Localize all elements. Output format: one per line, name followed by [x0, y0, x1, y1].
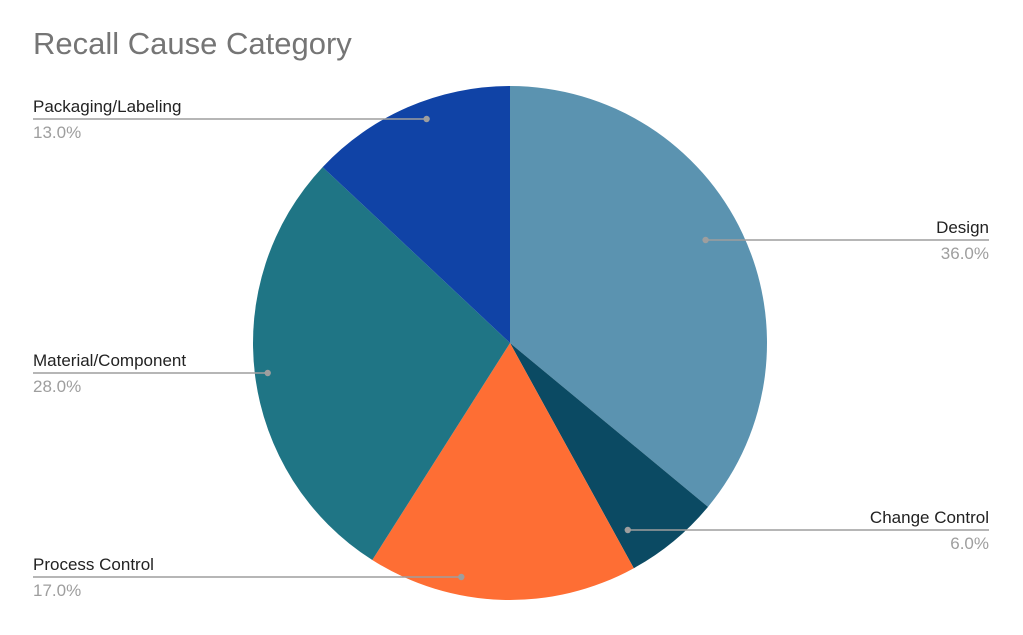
slice-label-change-control: Change Control: [870, 508, 989, 527]
leader-dot-design: [702, 236, 709, 244]
leader-dot-material-component: [264, 369, 271, 377]
pie-slice-change-control[interactable]: [510, 343, 709, 569]
slice-percent-material-component: 28.0%: [33, 377, 81, 396]
slice-label-process-control: Process Control: [33, 555, 154, 574]
slice-label-design: Design: [936, 218, 989, 237]
leader-dot-process-control: [458, 573, 465, 581]
pie-slice-design[interactable]: [510, 86, 767, 507]
slice-label-material-component: Material/Component: [33, 351, 186, 370]
leader-dot-change-control: [624, 526, 631, 534]
chart-title: Recall Cause Category: [33, 26, 352, 61]
pie-slice-packaging-labeling[interactable]: [322, 86, 510, 343]
slice-percent-design: 36.0%: [941, 244, 989, 263]
pie-slice-material-component[interactable]: [253, 167, 510, 560]
leader-dot-packaging-labeling: [423, 115, 430, 123]
slice-percent-packaging-labeling: 13.0%: [33, 123, 81, 142]
pie-slices: [253, 86, 767, 600]
slice-percent-change-control: 6.0%: [950, 534, 989, 553]
pie-labels: Design 36.0% Change Control 6.0% Process Con…: [33, 97, 989, 600]
pie-slice-process-control[interactable]: [372, 343, 634, 600]
slice-label-packaging-labeling: Packaging/Labeling: [33, 97, 181, 116]
slice-percent-process-control: 17.0%: [33, 581, 81, 600]
